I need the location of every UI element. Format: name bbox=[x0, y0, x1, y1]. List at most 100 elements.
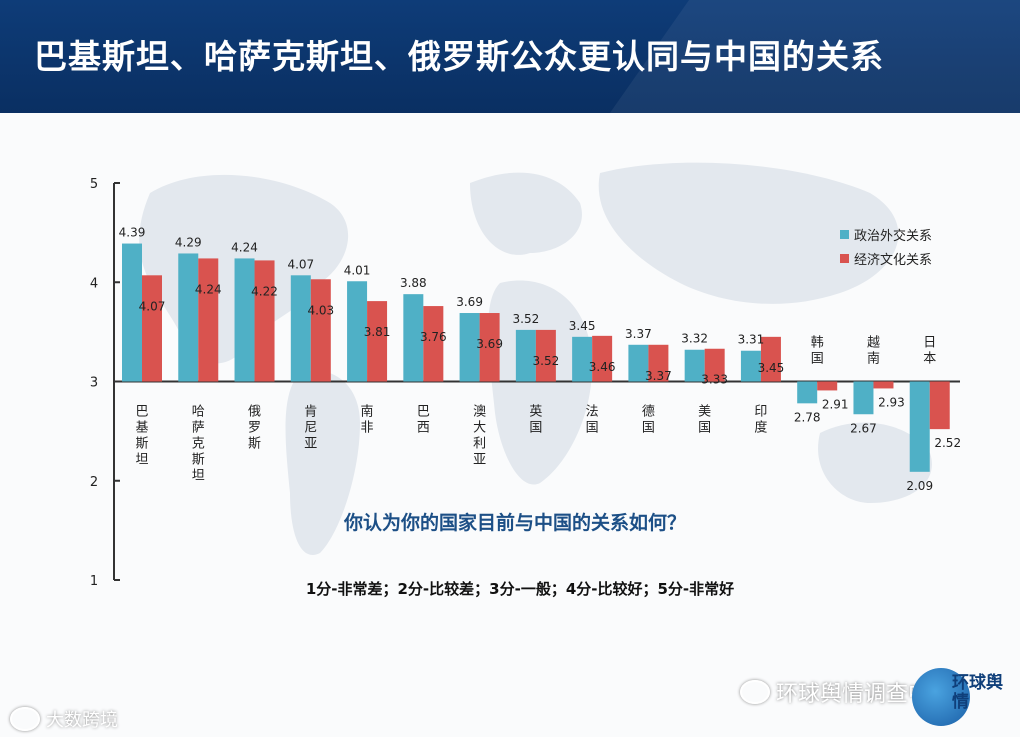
category-label: 国 bbox=[586, 421, 599, 436]
legend-swatch-economic bbox=[840, 253, 849, 263]
bar-political bbox=[515, 329, 536, 382]
survey-question: 你认为你的国家目前与中国的关系如何？ bbox=[343, 512, 686, 534]
category-label: 克 bbox=[192, 437, 205, 452]
bar-economic bbox=[873, 381, 894, 389]
legend-swatch-political bbox=[840, 229, 849, 239]
data-label-economic: 3.37 bbox=[645, 369, 672, 383]
category-label: 南 bbox=[361, 404, 374, 420]
y-tick-label: 3 bbox=[90, 376, 98, 391]
data-label-political: 4.07 bbox=[287, 257, 314, 271]
data-label-economic: 4.03 bbox=[307, 303, 334, 317]
bar-political bbox=[178, 253, 199, 382]
data-label-political: 3.37 bbox=[625, 327, 652, 341]
data-label-political: 2.67 bbox=[850, 421, 877, 435]
globe-logo-icon bbox=[912, 668, 970, 726]
bar-economic bbox=[760, 336, 781, 382]
category-label: 斯 bbox=[248, 437, 261, 452]
data-label-economic: 3.69 bbox=[476, 337, 503, 351]
chart-legend: 政治外交关系 经济文化关系 bbox=[840, 222, 932, 270]
data-label-political: 3.32 bbox=[681, 332, 708, 346]
category-label: 大 bbox=[473, 421, 486, 436]
category-label: 萨 bbox=[192, 421, 205, 436]
data-label-economic: 4.07 bbox=[139, 299, 166, 313]
data-label-political: 3.31 bbox=[738, 333, 765, 347]
watermark-left-text: 大数跨境 bbox=[46, 710, 118, 731]
category-label: 澳 bbox=[473, 404, 486, 420]
data-label-economic: 2.52 bbox=[934, 436, 961, 450]
category-label: 俄 bbox=[248, 405, 261, 420]
category-label: 南 bbox=[867, 351, 880, 367]
data-label-economic: 4.24 bbox=[195, 282, 222, 296]
bar-political bbox=[572, 336, 593, 382]
category-label: 巴 bbox=[417, 405, 430, 420]
category-label: 国 bbox=[529, 421, 542, 436]
category-label: 巴 bbox=[135, 405, 148, 420]
bar-economic bbox=[142, 275, 162, 382]
data-label-political: 4.01 bbox=[344, 263, 371, 277]
page-title: 巴基斯坦、哈萨克斯坦、俄罗斯公众更认同与中国的关系 bbox=[34, 37, 884, 76]
category-label: 德 bbox=[642, 405, 655, 420]
bar-political bbox=[290, 275, 311, 382]
bar-political bbox=[459, 313, 480, 382]
legend-item-economic: 经济文化关系 bbox=[840, 246, 932, 270]
data-label-political: 3.52 bbox=[513, 312, 540, 326]
bar-political bbox=[403, 294, 424, 382]
data-label-economic: 3.52 bbox=[533, 354, 560, 368]
watermark-left: 大数跨境 bbox=[10, 706, 118, 732]
category-label: 坦 bbox=[192, 469, 205, 484]
bar-economic bbox=[423, 306, 444, 382]
bar-economic bbox=[704, 348, 725, 382]
y-tick-label: 1 bbox=[90, 574, 98, 589]
data-label-economic: 2.93 bbox=[878, 395, 905, 409]
wechat-icon bbox=[740, 680, 770, 704]
category-label: 利 bbox=[473, 437, 486, 452]
data-label-economic: 3.81 bbox=[364, 325, 391, 339]
bar-political bbox=[909, 381, 930, 472]
bar-economic bbox=[817, 381, 838, 391]
category-label: 西 bbox=[417, 421, 430, 436]
bar-political bbox=[347, 281, 368, 382]
bar-political bbox=[797, 381, 818, 404]
data-label-political: 3.69 bbox=[456, 295, 483, 309]
bar-economic bbox=[198, 258, 219, 382]
category-label: 印 bbox=[754, 405, 767, 420]
y-tick-label: 4 bbox=[90, 276, 98, 291]
bar-political bbox=[234, 258, 255, 382]
data-label-political: 2.78 bbox=[794, 410, 821, 424]
category-label: 国 bbox=[698, 421, 711, 436]
category-label: 国 bbox=[811, 352, 824, 367]
bar-economic bbox=[479, 313, 500, 382]
data-label-economic: 4.22 bbox=[251, 284, 278, 298]
data-label-economic: 3.45 bbox=[758, 361, 785, 375]
bar-political bbox=[853, 381, 874, 415]
header: 巴基斯坦、哈萨克斯坦、俄罗斯公众更认同与中国的关系 bbox=[0, 0, 1020, 113]
y-tick-label: 2 bbox=[90, 475, 98, 490]
scale-note: 1分-非常差；2分-比较差；3分-一般；4分-比较好；5分-非常好 bbox=[305, 580, 735, 598]
category-label: 亚 bbox=[304, 437, 317, 452]
legend-label-economic: 经济文化关系 bbox=[854, 252, 933, 268]
category-label: 哈 bbox=[192, 405, 205, 420]
category-label: 亚 bbox=[473, 453, 486, 468]
bar-economic bbox=[367, 301, 388, 382]
category-label: 基 bbox=[135, 421, 148, 436]
data-label-economic: 3.46 bbox=[589, 360, 616, 374]
bar-economic bbox=[648, 344, 669, 382]
category-label: 尼 bbox=[304, 421, 317, 436]
bar-political bbox=[628, 344, 649, 382]
category-label: 日 bbox=[923, 336, 936, 351]
category-label: 韩 bbox=[811, 336, 824, 351]
data-label-political: 3.45 bbox=[569, 319, 596, 333]
category-label: 国 bbox=[642, 421, 655, 436]
bar-political bbox=[740, 350, 761, 382]
bar-economic bbox=[929, 381, 950, 430]
watermark-logo-icon bbox=[10, 707, 40, 731]
category-label: 英 bbox=[529, 405, 542, 420]
category-label: 肯 bbox=[304, 405, 317, 420]
category-label: 度 bbox=[754, 420, 767, 436]
data-label-economic: 3.76 bbox=[420, 330, 447, 344]
data-label-political: 4.24 bbox=[231, 240, 258, 254]
bar-political bbox=[684, 349, 705, 382]
bar-economic bbox=[254, 260, 275, 382]
data-label-political: 4.29 bbox=[175, 235, 202, 249]
